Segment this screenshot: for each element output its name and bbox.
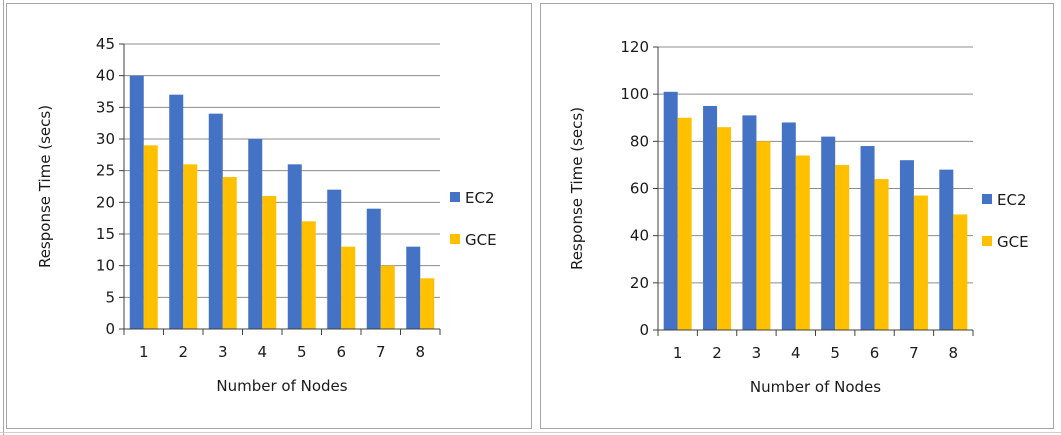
left-bar-ec2-6 <box>327 189 342 329</box>
left-bar-gce-1 <box>143 145 158 329</box>
left-y-tick-label: 25 <box>96 162 115 180</box>
right-y-tick-label: 60 <box>630 180 649 198</box>
right-legend-label-ec2: EC2 <box>997 191 1027 209</box>
left-bar-gce-7 <box>380 265 395 329</box>
right-bar-gce-6 <box>874 179 889 330</box>
right-y-tick-label: 40 <box>630 227 649 245</box>
right-bar-ec2-3 <box>742 115 757 331</box>
right-bar-gce-5 <box>835 164 850 330</box>
right-x-tick-label: 8 <box>949 344 959 362</box>
right-bar-ec2-1 <box>663 91 678 330</box>
right-bar-ec2-2 <box>703 105 718 330</box>
left-y-tick-label: 45 <box>96 35 115 53</box>
left-legend-label-gce: GCE <box>465 231 497 249</box>
left-y-tick-label: 10 <box>96 257 115 275</box>
left-y-tick-label: 15 <box>96 225 115 243</box>
right-y-tick-label: 80 <box>630 132 649 150</box>
left-bar-ec2-5 <box>287 164 302 329</box>
right-x-tick-label: 1 <box>673 344 683 362</box>
left-x-tick-label: 1 <box>139 343 149 361</box>
right-legend-swatch-gce <box>982 236 992 246</box>
left-x-tick-label: 5 <box>297 343 307 361</box>
left-y-tick-label: 5 <box>105 288 115 306</box>
left-legend-label-ec2: EC2 <box>465 189 495 207</box>
left-y-tick-label: 40 <box>96 67 115 85</box>
right-bar-ec2-5 <box>821 136 836 330</box>
left-y-tick-label: 0 <box>105 320 115 338</box>
right-y-tick-label: 20 <box>630 274 649 292</box>
left-bar-ec2-2 <box>169 94 184 330</box>
right-bar-ec2-6 <box>860 146 875 330</box>
right-y-tick-label: 100 <box>620 85 649 103</box>
right-legend-label-gce: GCE <box>997 233 1029 251</box>
right-bar-gce-3 <box>756 141 771 330</box>
left-bar-ec2-8 <box>406 246 421 329</box>
right-x-tick-label: 6 <box>870 344 880 362</box>
chart-panel-left: 0 5 10 15 20 25 30 35 40 45 1 2 3 4 5 6 7 8 Number of Node… <box>6 3 532 429</box>
left-bar-gce-3 <box>222 177 237 329</box>
right-x-tick-label: 7 <box>909 344 919 362</box>
left-bar-gce-6 <box>341 246 356 329</box>
left-x-tick-label: 2 <box>178 343 188 361</box>
left-bar-ec2-3 <box>208 113 223 330</box>
left-x-tick-label: 6 <box>336 343 346 361</box>
right-x-tick-label: 3 <box>752 344 762 362</box>
right-bar-gce-8 <box>953 214 968 330</box>
right-bar-gce-4 <box>795 155 810 330</box>
left-x-tick-label: 4 <box>257 343 267 361</box>
right-y-axis-title: Response Time (secs) <box>568 107 586 270</box>
left-x-tick-label: 7 <box>376 343 386 361</box>
left-x-tick-label: 8 <box>415 343 425 361</box>
right-x-axis-title: Number of Nodes <box>750 378 881 396</box>
right-x-tick-label: 5 <box>830 344 840 362</box>
right-bar-ec2-7 <box>899 160 914 330</box>
left-legend-swatch-ec2 <box>450 192 460 202</box>
chart-panel-right: 0 20 40 60 80 100 120 1 2 3 4 5 6 7 8 Number of Nodes Re… <box>540 3 1054 429</box>
left-bar-ec2-4 <box>248 139 263 329</box>
right-y-tick-label: 0 <box>639 321 649 339</box>
left-y-tick-label: 35 <box>96 98 115 116</box>
bottom-border-line <box>0 432 1061 433</box>
left-x-axis-title: Number of Nodes <box>216 377 347 395</box>
right-bar-gce-1 <box>677 117 692 330</box>
right-x-tick-label: 2 <box>712 344 722 362</box>
bar-chart-right: 0 20 40 60 80 100 120 1 2 3 4 5 6 7 8 Number of Nodes Re… <box>568 38 1029 396</box>
left-bar-gce-2 <box>183 164 198 329</box>
right-legend-swatch-ec2 <box>982 194 992 204</box>
right-x-tick-label: 4 <box>791 344 801 362</box>
left-bar-ec2-1 <box>129 75 144 330</box>
left-y-axis-title: Response Time (secs) <box>36 105 54 268</box>
right-bar-ec2-4 <box>781 122 796 330</box>
left-border-line <box>3 0 4 435</box>
left-legend-swatch-gce <box>450 234 460 244</box>
left-bar-gce-4 <box>262 196 277 329</box>
left-bar-gce-5 <box>301 221 316 329</box>
left-x-tick-label: 3 <box>218 343 228 361</box>
right-bar-gce-2 <box>717 127 732 330</box>
left-bar-gce-8 <box>420 278 435 329</box>
left-bar-ec2-7 <box>366 208 381 329</box>
right-y-tick-label: 120 <box>620 38 649 56</box>
left-y-tick-label: 20 <box>96 193 115 211</box>
right-bar-ec2-8 <box>939 169 954 330</box>
right-bar-gce-7 <box>913 195 928 330</box>
left-y-tick-label: 30 <box>96 130 115 148</box>
